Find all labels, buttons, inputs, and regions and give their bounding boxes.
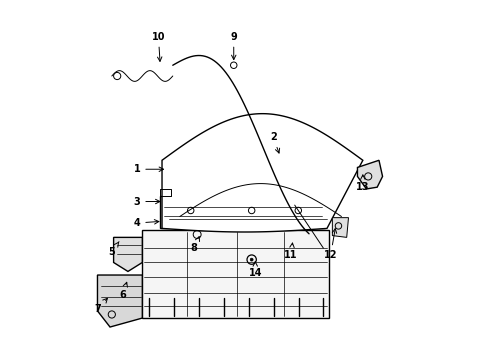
Text: 11: 11: [284, 243, 297, 260]
Polygon shape: [332, 218, 348, 237]
Text: 6: 6: [119, 282, 127, 300]
Polygon shape: [160, 196, 325, 228]
Text: 3: 3: [133, 197, 160, 207]
Text: 10: 10: [151, 32, 165, 62]
Polygon shape: [97, 275, 142, 327]
Text: 1: 1: [133, 164, 163, 174]
Polygon shape: [357, 160, 382, 189]
Text: 5: 5: [108, 242, 119, 257]
Text: 12: 12: [323, 229, 337, 260]
Text: 2: 2: [269, 132, 279, 153]
Text: 8: 8: [190, 237, 199, 253]
Text: 9: 9: [230, 32, 237, 60]
Text: 13: 13: [355, 175, 369, 192]
Text: 7: 7: [94, 298, 107, 314]
Circle shape: [250, 258, 253, 261]
Polygon shape: [142, 230, 328, 318]
Polygon shape: [162, 114, 362, 232]
Text: 4: 4: [133, 218, 159, 228]
Text: 14: 14: [248, 262, 262, 278]
Polygon shape: [113, 237, 142, 271]
